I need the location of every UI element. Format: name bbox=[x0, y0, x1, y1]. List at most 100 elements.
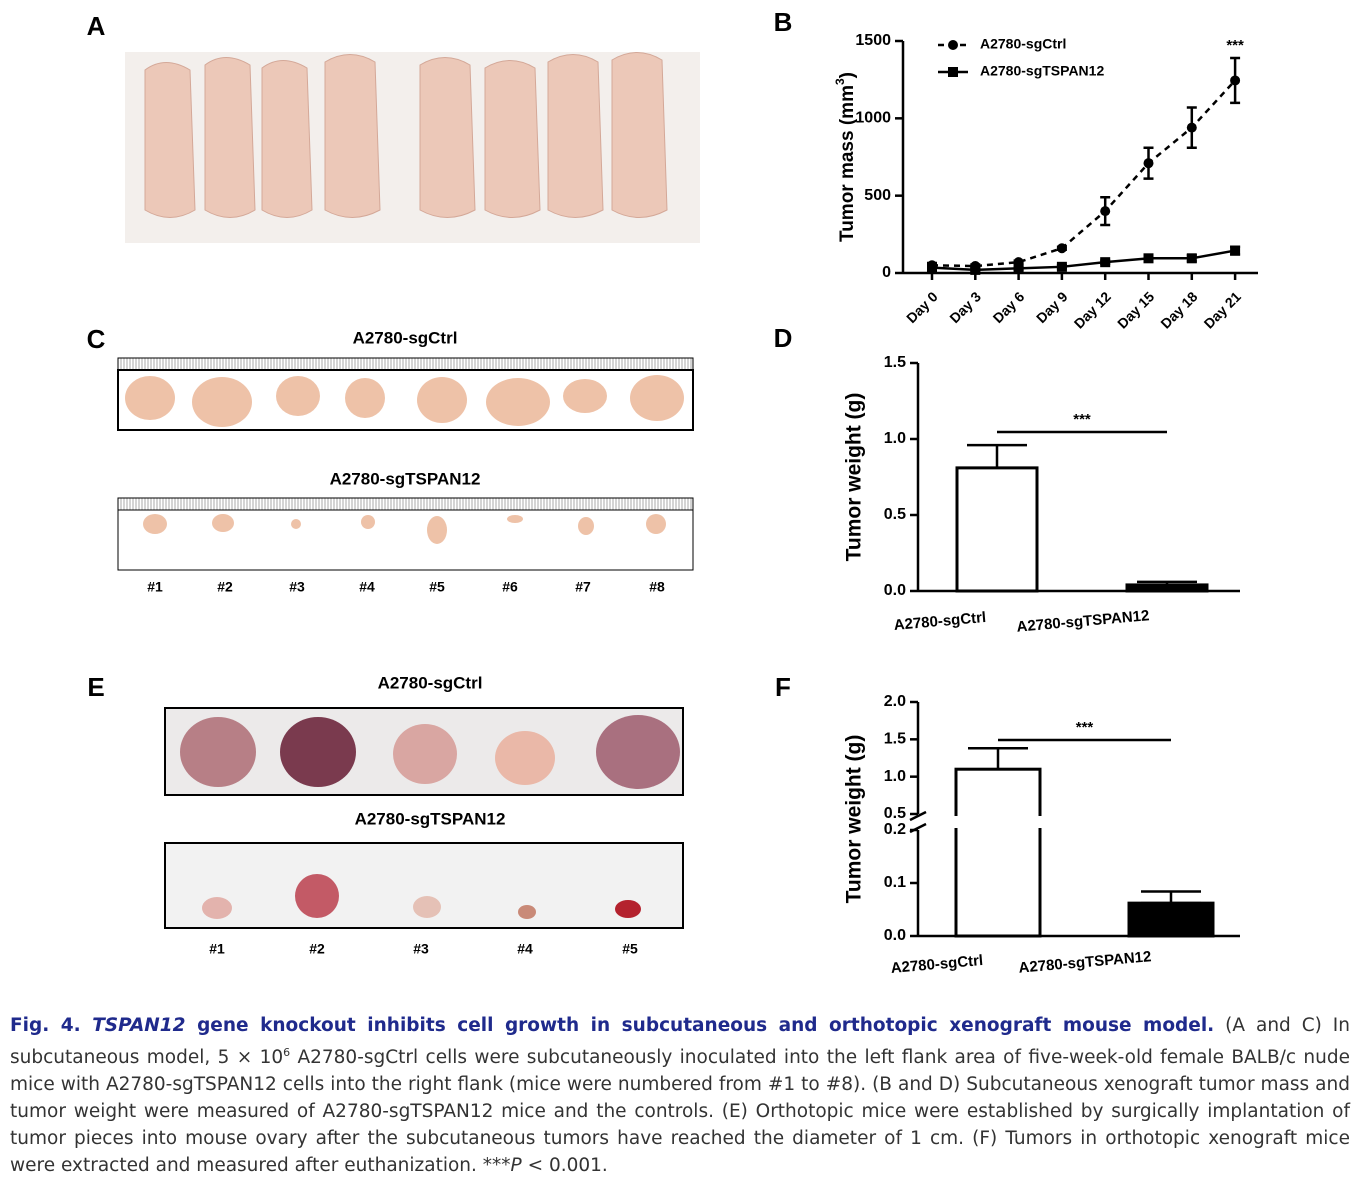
marker bbox=[1186, 253, 1197, 264]
legend-label: A2780-sgTSPAN12 bbox=[980, 63, 1104, 79]
gene-name: TSPAN12 bbox=[92, 1015, 186, 1036]
y-axis-label: Tumor weight (g) bbox=[843, 735, 866, 904]
caption: Fig. 4. TSPAN12 gene knockout inhibits c… bbox=[10, 1012, 1350, 1179]
y-tick-label: 0.5 bbox=[884, 506, 906, 523]
error-bar bbox=[968, 747, 1028, 771]
y-tick-label: 0 bbox=[882, 264, 891, 281]
x-tick-label: Day 3 bbox=[946, 288, 984, 326]
marker bbox=[927, 262, 937, 273]
marker bbox=[1186, 122, 1197, 133]
x-tick-label: Day 6 bbox=[990, 288, 1028, 326]
caption-title: Fig. 4. TSPAN12 gene knockout inhibits c… bbox=[10, 1015, 1214, 1036]
y-tick-label: 1.5 bbox=[884, 731, 906, 748]
marker bbox=[1230, 75, 1241, 86]
mouse-number: #1 bbox=[209, 941, 225, 957]
photo-title: A2780-sgCtrl bbox=[378, 673, 483, 692]
marker bbox=[970, 264, 981, 275]
error-bar bbox=[967, 443, 1027, 470]
caption-text: A2780-sgCtrl cells were subcutaneously i… bbox=[10, 1047, 1350, 1177]
photo-title: A2780-sgCtrl bbox=[353, 328, 458, 347]
annotation: *** bbox=[1226, 37, 1244, 54]
mouse-number: #2 bbox=[217, 579, 233, 595]
fig-number: Fig. 4. bbox=[10, 1015, 81, 1036]
series-line bbox=[931, 79, 1237, 268]
break-gap-top bbox=[958, 826, 1038, 836]
caption-text: (A and C) In subcutaneous model, 5 × 10 bbox=[10, 1015, 1350, 1069]
x-tick-label: Day 9 bbox=[1033, 288, 1071, 326]
legend-marker bbox=[948, 67, 958, 77]
y-tick-label: 0.0 bbox=[884, 927, 906, 944]
x-tick-label: Day 21 bbox=[1201, 288, 1244, 331]
x-tick-label: Day 12 bbox=[1071, 288, 1114, 331]
y-tick-label: 500 bbox=[864, 187, 891, 204]
panel-label: A bbox=[87, 11, 106, 41]
mouse-number: #8 bbox=[649, 579, 665, 595]
caption-text: < 0.001. bbox=[527, 1155, 608, 1177]
marker bbox=[1100, 257, 1111, 268]
series-line bbox=[931, 249, 1236, 272]
x-tick-label: A2780-sgCtrl bbox=[893, 609, 987, 634]
mouse-number: #6 bbox=[502, 579, 518, 595]
y-label-text: ) bbox=[837, 72, 858, 78]
y-axis-label: Tumor weight (g) bbox=[843, 393, 866, 562]
y-tick-label: 0.0 bbox=[884, 582, 906, 599]
y-tick-label: 0.2 bbox=[884, 821, 906, 838]
y-label-text: Tumor mass (mm bbox=[837, 85, 858, 242]
error-bar bbox=[1141, 890, 1201, 905]
marker bbox=[1143, 158, 1154, 169]
photo-a bbox=[125, 52, 700, 243]
y-axis-label: Tumor mass (mm3) bbox=[833, 72, 858, 242]
legend-label: A2780-sgCtrl bbox=[980, 36, 1066, 52]
y-tick-label: 1.0 bbox=[884, 768, 906, 785]
mouse-number: #1 bbox=[147, 579, 163, 595]
y-tick-label: 1.5 bbox=[884, 354, 906, 371]
panel-label: B bbox=[774, 7, 793, 37]
caption-p: P bbox=[510, 1155, 522, 1177]
panel-label: F bbox=[775, 672, 791, 702]
legend-marker bbox=[948, 40, 958, 50]
bar bbox=[955, 466, 1039, 593]
photo-e bbox=[164, 707, 684, 929]
bar bbox=[1127, 901, 1215, 938]
x-tick-label: A2780-sgTSPAN12 bbox=[1018, 948, 1152, 977]
x-tick-label: A2780-sgTSPAN12 bbox=[1016, 607, 1150, 636]
break-gap bbox=[953, 816, 1043, 828]
mouse-number: #3 bbox=[413, 941, 429, 957]
marker bbox=[1100, 206, 1111, 217]
panel-label: C bbox=[87, 324, 106, 354]
annotation: *** bbox=[1076, 719, 1094, 736]
marker bbox=[1230, 245, 1241, 256]
mouse-number: #2 bbox=[309, 941, 325, 957]
y-tick-label: 1500 bbox=[855, 32, 891, 49]
panel-label: D bbox=[774, 323, 793, 353]
mouse-number: #4 bbox=[517, 941, 533, 957]
marker bbox=[1056, 261, 1067, 272]
bar bbox=[954, 767, 1042, 938]
caption-sup: 6 bbox=[283, 1046, 291, 1059]
y-label-sup: 3 bbox=[833, 78, 847, 85]
caption-title-text: gene knockout inhibits cell growth in su… bbox=[197, 1015, 1215, 1036]
x-tick-label: A2780-sgCtrl bbox=[890, 952, 984, 977]
x-tick-label: Day 0 bbox=[903, 288, 941, 326]
marker bbox=[1013, 263, 1024, 274]
mouse-number: #4 bbox=[359, 579, 375, 595]
y-tick-label: 1000 bbox=[855, 110, 891, 127]
x-tick-label: Day 18 bbox=[1157, 288, 1200, 331]
y-tick-label: 2.0 bbox=[884, 693, 906, 710]
mouse-number: #7 bbox=[575, 579, 591, 595]
panel-label: E bbox=[87, 672, 104, 702]
axis-break bbox=[909, 810, 927, 822]
y-tick-label: 1.0 bbox=[884, 430, 906, 447]
photo-title: A2780-sgTSPAN12 bbox=[355, 809, 506, 828]
y-tick-label: 0.5 bbox=[884, 805, 906, 822]
x-tick-label: Day 15 bbox=[1114, 288, 1157, 331]
marker bbox=[1143, 253, 1154, 264]
photo-title: A2780-sgTSPAN12 bbox=[330, 469, 481, 488]
annotation: *** bbox=[1073, 411, 1091, 428]
mouse-number: #5 bbox=[622, 941, 638, 957]
marker bbox=[1056, 243, 1067, 254]
mouse-number: #3 bbox=[289, 579, 305, 595]
bar bbox=[1125, 583, 1209, 593]
y-tick-label: 0.1 bbox=[884, 874, 906, 891]
